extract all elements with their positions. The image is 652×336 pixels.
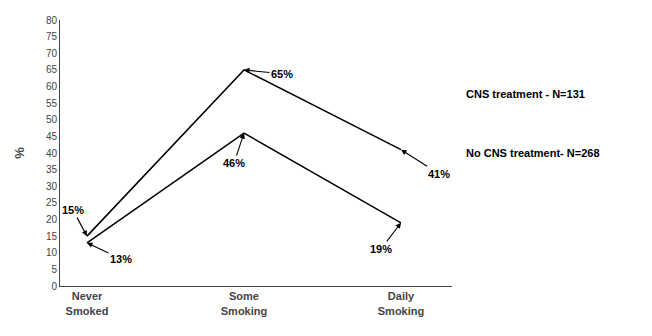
- svg-text:20: 20: [46, 214, 58, 225]
- svg-text:5: 5: [51, 264, 57, 275]
- svg-text:75: 75: [46, 31, 58, 42]
- svg-text:60: 60: [46, 81, 58, 92]
- svg-text:80: 80: [46, 15, 58, 26]
- svg-text:DailySmoking: DailySmoking: [378, 290, 424, 316]
- svg-text:45: 45: [46, 131, 58, 142]
- svg-text:15%: 15%: [62, 204, 84, 216]
- svg-text:41%: 41%: [428, 168, 450, 180]
- svg-text:NeverSmoked: NeverSmoked: [66, 290, 109, 316]
- svg-text:35: 35: [46, 164, 58, 175]
- svg-text:65: 65: [46, 64, 58, 75]
- svg-text:40: 40: [46, 148, 58, 159]
- svg-text:46%: 46%: [223, 157, 245, 169]
- svg-text:CNS treatment - N=131: CNS treatment - N=131: [466, 88, 585, 100]
- svg-text:55: 55: [46, 98, 58, 109]
- svg-text:65%: 65%: [271, 68, 293, 80]
- svg-text:%: %: [12, 147, 27, 159]
- svg-text:19%: 19%: [370, 243, 392, 255]
- svg-text:30: 30: [46, 181, 58, 192]
- svg-text:25: 25: [46, 197, 58, 208]
- svg-text:15: 15: [46, 231, 58, 242]
- svg-text:No CNS treatment- N=268: No CNS treatment- N=268: [466, 147, 600, 159]
- svg-text:50: 50: [46, 114, 58, 125]
- svg-text:10: 10: [46, 247, 58, 258]
- svg-text:SomeSmoking: SomeSmoking: [221, 290, 267, 316]
- svg-text:13%: 13%: [110, 253, 132, 265]
- svg-text:70: 70: [46, 48, 58, 59]
- svg-text:0: 0: [51, 281, 57, 292]
